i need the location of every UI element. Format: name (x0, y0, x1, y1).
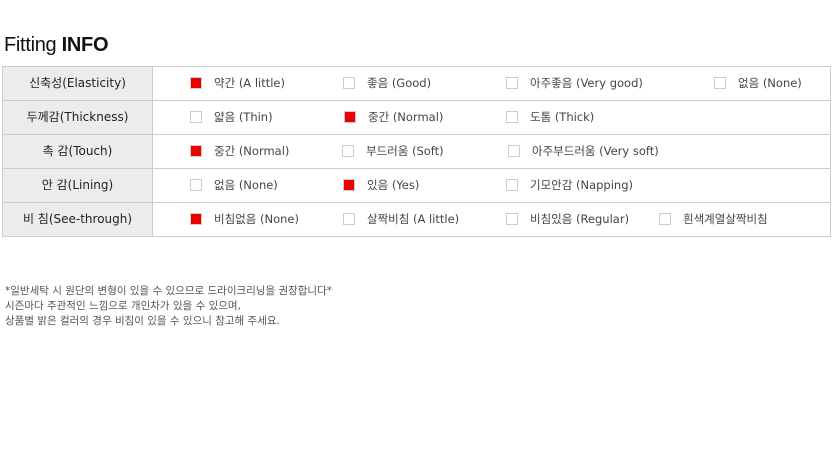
option[interactable]: 있음 (Yes) (343, 169, 419, 202)
row-label: 촉 감(Touch) (3, 135, 153, 168)
option-label: 아주좋음 (Very good) (530, 76, 643, 90)
care-notes: *일반세탁 시 원단의 변형이 있을 수 있으므로 드라이크리닝을 권장합니다*… (5, 284, 332, 329)
option[interactable]: 약간 (A little) (190, 67, 285, 100)
option-label: 약간 (A little) (214, 76, 285, 90)
checkbox-checked-icon[interactable] (190, 76, 202, 89)
row-touch: 촉 감(Touch) 중간 (Normal) 부드러움 (Soft) 아주부드러… (3, 135, 830, 169)
note-line: *일반세탁 시 원단의 변형이 있을 수 있으므로 드라이크리닝을 권장합니다* (5, 285, 332, 297)
option[interactable]: 흰색계열살짝비침 (659, 203, 768, 236)
checkbox-icon[interactable] (506, 110, 518, 123)
row-lining: 안 감(Lining) 없음 (None) 있음 (Yes) 기모안감 (Nap… (3, 169, 830, 203)
option[interactable]: 얇음 (Thin) (190, 101, 273, 134)
row-see-through: 비 침(See-through) 비침없음 (None) 살짝비침 (A lit… (3, 203, 830, 237)
title-light: Fitting (4, 34, 62, 56)
row-label: 비 침(See-through) (3, 203, 153, 236)
note-line: 시즌마다 주관적인 느낌으로 개인차가 있을 수 있으며, (5, 300, 241, 312)
option-label: 없음 (None) (738, 76, 802, 90)
option-label: 살짝비침 (A little) (367, 212, 460, 226)
option[interactable]: 아주좋음 (Very good) (506, 67, 643, 100)
option[interactable]: 좋음 (Good) (343, 67, 431, 100)
row-label: 신축성(Elasticity) (3, 67, 153, 100)
option-label: 얇음 (Thin) (214, 110, 273, 124)
option-label: 비침없음 (None) (214, 212, 299, 226)
checkbox-icon[interactable] (506, 178, 518, 191)
option-label: 중간 (Normal) (368, 110, 444, 124)
page-title: Fitting INFO (4, 34, 109, 57)
note-line: 상품별 밝은 컬러의 경우 비침이 있을 수 있으니 참고해 주세요. (5, 315, 280, 327)
option[interactable]: 비침없음 (None) (190, 203, 299, 236)
checkbox-icon[interactable] (343, 76, 355, 89)
option-label: 부드러움 (Soft) (366, 144, 444, 158)
checkbox-icon[interactable] (506, 76, 518, 89)
row-thickness: 두께감(Thickness) 얇음 (Thin) 중간 (Normal) 도톰 … (3, 101, 830, 135)
option[interactable]: 비침있음 (Regular) (506, 203, 629, 236)
option[interactable]: 중간 (Normal) (190, 135, 289, 168)
option[interactable]: 살짝비침 (A little) (343, 203, 459, 236)
option-label: 비침있음 (Regular) (530, 212, 630, 226)
checkbox-icon[interactable] (714, 76, 726, 89)
title-bold: INFO (61, 34, 109, 56)
option-label: 좋음 (Good) (367, 76, 432, 90)
option[interactable]: 기모안감 (Napping) (506, 169, 633, 202)
option-label: 아주부드러움 (Very soft) (532, 144, 659, 158)
option[interactable]: 없음 (None) (190, 169, 278, 202)
checkbox-icon[interactable] (506, 212, 518, 225)
fitting-table: 신축성(Elasticity) 약간 (A little) 좋음 (Good) … (2, 66, 831, 237)
option[interactable]: 없음 (None) (714, 67, 802, 100)
row-label: 안 감(Lining) (3, 169, 153, 202)
checkbox-checked-icon[interactable] (343, 178, 355, 191)
checkbox-checked-icon[interactable] (190, 212, 202, 225)
option-label: 있음 (Yes) (367, 178, 420, 192)
checkbox-icon[interactable] (508, 144, 520, 157)
option-label: 도톰 (Thick) (530, 110, 595, 124)
option-label: 흰색계열살짝비침 (683, 212, 768, 226)
checkbox-checked-icon[interactable] (344, 110, 356, 123)
row-label: 두께감(Thickness) (3, 101, 153, 134)
checkbox-icon[interactable] (659, 212, 671, 225)
option[interactable]: 도톰 (Thick) (506, 101, 594, 134)
checkbox-icon[interactable] (342, 144, 354, 157)
option-label: 기모안감 (Napping) (530, 178, 633, 192)
option-label: 없음 (None) (214, 178, 278, 192)
checkbox-checked-icon[interactable] (190, 144, 202, 157)
option[interactable]: 아주부드러움 (Very soft) (508, 135, 659, 168)
option[interactable]: 부드러움 (Soft) (342, 135, 444, 168)
checkbox-icon[interactable] (190, 110, 202, 123)
option[interactable]: 중간 (Normal) (344, 101, 443, 134)
row-elasticity: 신축성(Elasticity) 약간 (A little) 좋음 (Good) … (3, 67, 830, 101)
checkbox-icon[interactable] (343, 212, 355, 225)
option-label: 중간 (Normal) (214, 144, 290, 158)
checkbox-icon[interactable] (190, 178, 202, 191)
